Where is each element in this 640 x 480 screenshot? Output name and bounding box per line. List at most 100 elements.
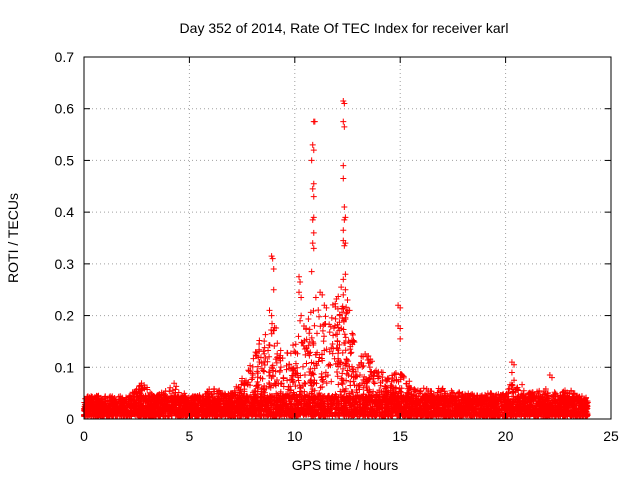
data-point <box>299 395 306 402</box>
data-point <box>266 353 273 360</box>
data-point <box>398 374 405 381</box>
data-point <box>215 395 222 402</box>
data-point <box>306 369 313 376</box>
data-point <box>328 396 335 403</box>
data-point <box>414 387 421 394</box>
data-point <box>309 370 316 377</box>
data-point <box>171 380 178 387</box>
data-point <box>354 364 361 371</box>
data-point <box>279 394 286 401</box>
data-point <box>273 359 280 366</box>
data-point <box>334 373 341 380</box>
data-point <box>308 394 315 401</box>
data-point <box>347 343 354 350</box>
data-point <box>252 349 259 356</box>
data-point <box>378 369 385 376</box>
data-point <box>317 323 324 330</box>
data-point <box>142 392 149 399</box>
data-point <box>256 404 263 411</box>
data-point <box>343 377 350 384</box>
data-point <box>322 373 329 380</box>
data-point <box>389 374 396 381</box>
data-point <box>379 391 386 398</box>
data-point <box>336 341 343 348</box>
data-point <box>126 413 133 420</box>
chart-title: Day 352 of 2014, Rate Of TEC Index for r… <box>180 20 509 36</box>
data-point <box>254 363 261 370</box>
data-point <box>349 330 356 337</box>
data-point <box>232 391 239 398</box>
grid-lines <box>84 57 611 419</box>
data-point <box>261 338 268 345</box>
data-point <box>277 364 284 371</box>
data-point <box>299 363 306 370</box>
data-point <box>276 367 283 374</box>
data-point <box>328 314 335 321</box>
data-point <box>511 396 518 403</box>
data-point <box>304 403 311 410</box>
data-point <box>276 413 283 420</box>
data-point <box>290 365 297 372</box>
data-point <box>273 390 280 397</box>
data-point <box>347 350 354 357</box>
data-point <box>311 408 318 415</box>
data-point <box>316 354 323 361</box>
data-point <box>328 344 335 351</box>
data-point <box>583 394 590 401</box>
data-point <box>448 393 455 400</box>
data-point <box>274 391 281 398</box>
data-point <box>305 316 312 323</box>
data-point <box>339 370 346 377</box>
data-point <box>371 380 378 387</box>
data-point <box>269 320 276 327</box>
data-point <box>261 344 268 351</box>
data-point <box>565 400 572 407</box>
data-point <box>277 347 284 354</box>
data-point <box>292 349 299 356</box>
data-point <box>311 322 318 329</box>
data-point <box>307 349 314 356</box>
data-point <box>411 388 418 395</box>
data-point <box>353 401 360 408</box>
data-point <box>261 395 268 402</box>
data-point <box>322 313 329 320</box>
data-point <box>514 384 521 391</box>
data-point <box>312 412 319 419</box>
data-point <box>349 331 356 338</box>
data-point <box>495 391 502 398</box>
data-point <box>326 361 333 368</box>
data-point <box>265 347 272 354</box>
data-point <box>248 376 255 383</box>
data-point <box>258 360 265 367</box>
data-point <box>292 360 299 367</box>
data-point <box>133 410 140 417</box>
data-point <box>310 340 317 347</box>
data-point <box>305 406 312 413</box>
data-point <box>295 374 302 381</box>
data-point <box>262 331 269 338</box>
data-point <box>309 400 316 407</box>
data-point <box>382 385 389 392</box>
data-point <box>280 375 287 382</box>
data-point <box>308 388 315 395</box>
data-point <box>330 325 337 332</box>
data-point <box>105 397 112 404</box>
x-axis-label: GPS time / hours <box>292 457 399 473</box>
data-point <box>370 379 377 386</box>
data-point <box>352 374 359 381</box>
data-point <box>319 377 326 384</box>
data-point <box>253 382 260 389</box>
data-point <box>137 407 144 414</box>
data-point <box>377 382 384 389</box>
data-point <box>335 399 342 406</box>
data-point <box>348 349 355 356</box>
data-point <box>403 398 410 405</box>
data-point <box>319 327 326 334</box>
data-point <box>239 375 246 382</box>
data-point <box>310 307 317 314</box>
data-point <box>542 385 549 392</box>
data-point <box>280 383 287 390</box>
data-point <box>354 404 361 411</box>
data-point <box>323 380 330 387</box>
data-point <box>301 380 308 387</box>
